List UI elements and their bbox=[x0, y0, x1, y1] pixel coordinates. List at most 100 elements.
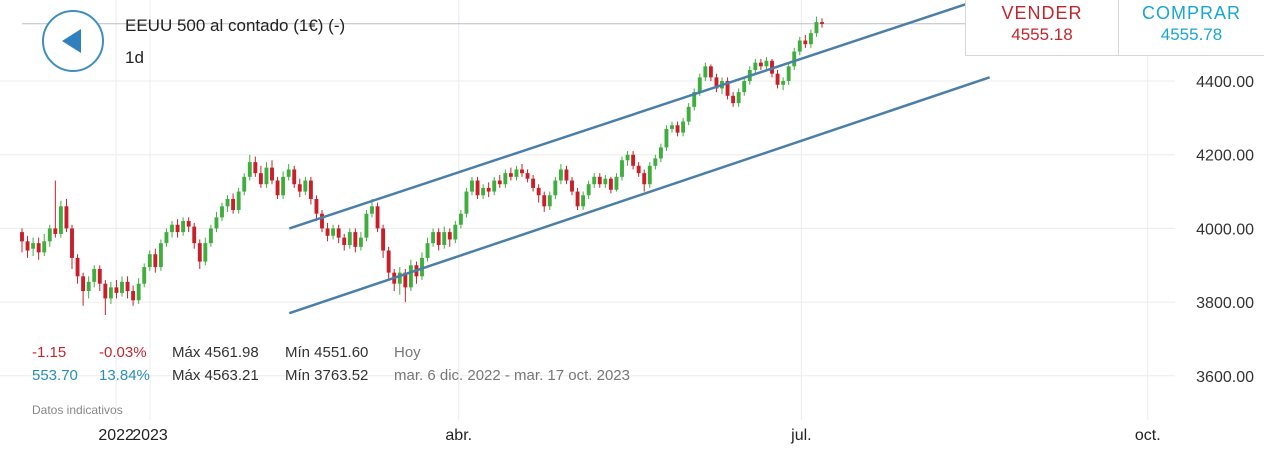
candle-body bbox=[331, 228, 336, 236]
candle-body bbox=[136, 283, 141, 301]
candle-body bbox=[347, 232, 352, 245]
candle-body bbox=[103, 283, 108, 299]
candle-body bbox=[386, 250, 391, 273]
candle-body bbox=[164, 232, 169, 244]
candle-body bbox=[764, 60, 769, 67]
candle-body bbox=[242, 176, 247, 192]
y-tick-label: 4000.00 bbox=[1196, 221, 1254, 238]
candle-body bbox=[286, 169, 291, 177]
candle-body bbox=[603, 178, 608, 185]
candle-body bbox=[253, 162, 258, 174]
range-max: Máx 4563.21 bbox=[172, 367, 259, 384]
sell-price: 4555.18 bbox=[1011, 25, 1073, 44]
candle-body bbox=[20, 232, 24, 242]
candle-body bbox=[470, 180, 474, 192]
candle-body bbox=[31, 243, 36, 249]
candle-body bbox=[325, 228, 330, 236]
candle-body bbox=[647, 165, 652, 185]
candle-body bbox=[25, 241, 30, 251]
candle-body bbox=[81, 276, 86, 292]
candle-body bbox=[525, 173, 530, 179]
candle-body bbox=[36, 243, 41, 253]
x-tick-label: abr. bbox=[445, 427, 472, 444]
candle-body bbox=[447, 232, 452, 240]
candle-body bbox=[153, 254, 158, 268]
candle-body bbox=[42, 241, 47, 253]
candle-body bbox=[303, 180, 308, 192]
candle-body bbox=[353, 232, 358, 247]
candle-body bbox=[270, 167, 274, 181]
data-disclaimer: Datos indicativos bbox=[32, 403, 123, 417]
candle-body bbox=[481, 187, 486, 196]
candle-body bbox=[231, 198, 236, 210]
candle-body bbox=[186, 221, 191, 227]
x-tick-label: 2022 bbox=[98, 427, 134, 444]
candle-body bbox=[420, 257, 424, 277]
candle-body bbox=[70, 228, 74, 258]
candle-body bbox=[658, 147, 663, 159]
candle-body bbox=[114, 287, 119, 293]
range-period: mar. 6 dic. 2022 - mar. 17 oct. 2023 bbox=[394, 367, 630, 384]
sell-button[interactable]: VENDER 4555.18 bbox=[965, 0, 1119, 56]
candle-body bbox=[608, 178, 613, 190]
candle-body bbox=[236, 191, 241, 210]
candle-body bbox=[731, 95, 736, 104]
candle-body bbox=[208, 228, 213, 244]
candle-body bbox=[247, 162, 252, 177]
candle-body bbox=[53, 228, 58, 234]
candle-body bbox=[742, 81, 747, 93]
buy-button[interactable]: COMPRAR 4555.78 bbox=[1118, 0, 1264, 56]
candle-body bbox=[792, 51, 797, 67]
candle-body bbox=[808, 33, 813, 45]
interval-label[interactable]: 1d bbox=[125, 48, 144, 67]
candle-body bbox=[464, 191, 469, 214]
candle-body bbox=[381, 228, 386, 251]
candle-body bbox=[214, 217, 219, 229]
candle-body bbox=[531, 178, 536, 188]
candle-body bbox=[736, 92, 741, 104]
candle-body bbox=[786, 66, 791, 82]
y-tick-label: 3600.00 bbox=[1196, 369, 1254, 386]
x-tick-label: jul. bbox=[790, 427, 811, 444]
candle-body bbox=[58, 206, 63, 234]
today-change-pct: -0.03% bbox=[99, 344, 147, 361]
back-button[interactable] bbox=[42, 10, 104, 72]
candle-body bbox=[308, 180, 313, 199]
candle-body bbox=[181, 221, 186, 233]
candle-body bbox=[497, 180, 502, 185]
candle-body bbox=[258, 173, 263, 185]
candle-body bbox=[664, 128, 669, 148]
candle-body bbox=[681, 121, 686, 133]
candle-body bbox=[92, 268, 97, 282]
candle-body bbox=[797, 40, 802, 52]
candle-body bbox=[203, 243, 208, 262]
candle-body bbox=[425, 243, 430, 258]
back-arrow-icon bbox=[62, 29, 81, 53]
candle-body bbox=[158, 243, 163, 268]
candle-body bbox=[570, 180, 574, 192]
candle-body bbox=[581, 195, 586, 207]
candle-body bbox=[408, 265, 413, 288]
candle-body bbox=[636, 165, 641, 174]
candle-body bbox=[670, 125, 674, 129]
candle-body bbox=[375, 206, 380, 229]
candle-body bbox=[342, 237, 347, 245]
candle-body bbox=[708, 66, 713, 78]
candle-body bbox=[625, 154, 630, 161]
candle-body bbox=[108, 287, 113, 299]
candle-body bbox=[542, 195, 547, 207]
candle-body bbox=[364, 213, 369, 238]
candle-body bbox=[458, 213, 463, 225]
trendline bbox=[288, 0, 983, 230]
candle-body bbox=[675, 125, 680, 133]
candle-body bbox=[503, 173, 508, 185]
candle-body bbox=[147, 254, 152, 268]
today-change: -1.15 bbox=[32, 344, 67, 361]
candle-body bbox=[686, 106, 691, 122]
range-change: 553.70 bbox=[32, 367, 78, 384]
candle-body bbox=[508, 173, 513, 177]
candle-body bbox=[292, 169, 297, 185]
candle-body bbox=[64, 206, 69, 229]
